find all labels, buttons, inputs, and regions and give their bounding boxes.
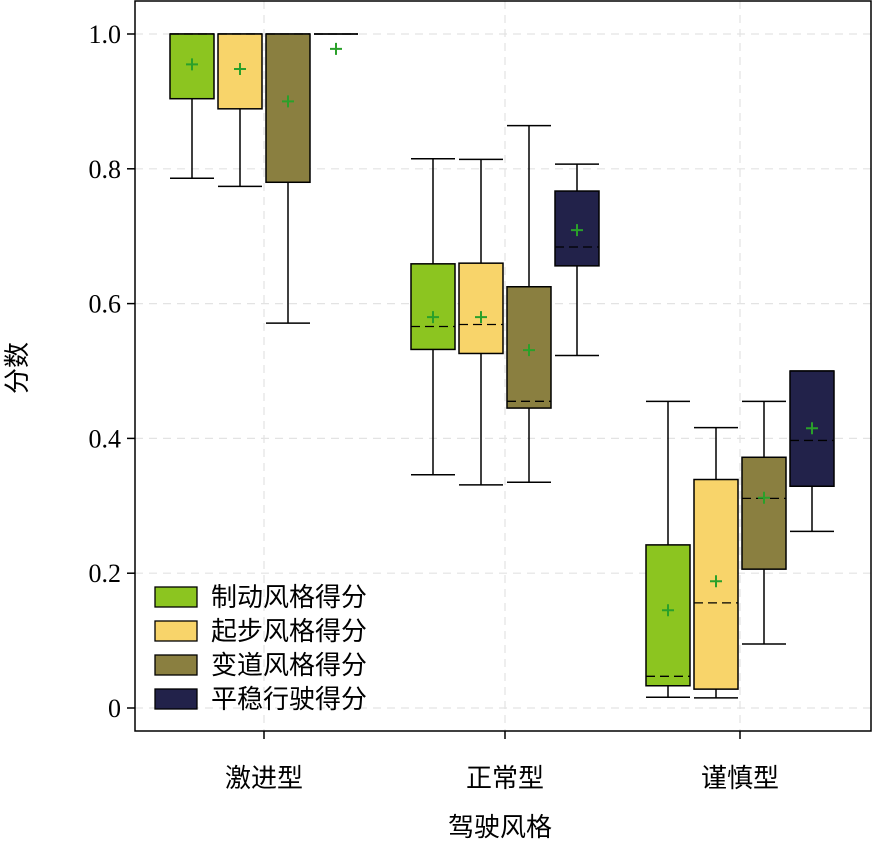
box-group bbox=[314, 33, 358, 55]
x-axis: 激进型 正常型 谨慎型 bbox=[225, 731, 779, 794]
plot-frame bbox=[134, 0, 872, 732]
y-tick-label: 0.4 bbox=[89, 424, 122, 453]
box bbox=[410, 263, 456, 351]
mean-marker bbox=[234, 63, 246, 76]
box-group bbox=[741, 400, 787, 645]
legend-swatch bbox=[154, 654, 198, 676]
box bbox=[265, 33, 311, 184]
box bbox=[458, 262, 504, 355]
mean-marker bbox=[710, 575, 722, 588]
box-group bbox=[645, 400, 691, 698]
legend-label: 变道风格得分 bbox=[211, 651, 367, 681]
legend-swatch bbox=[154, 620, 198, 642]
y-axis-label: 分数 bbox=[3, 342, 33, 394]
mean-marker bbox=[758, 491, 770, 504]
box-group bbox=[789, 370, 835, 533]
legend-label: 制动风格得分 bbox=[211, 583, 367, 613]
legend-label: 平稳行驶得分 bbox=[211, 685, 367, 715]
box-group bbox=[554, 163, 600, 357]
mean-marker bbox=[523, 344, 535, 357]
y-tick-label: 0.6 bbox=[89, 290, 122, 319]
mean-marker bbox=[427, 311, 439, 324]
box-group bbox=[506, 124, 552, 483]
box-group bbox=[693, 426, 739, 699]
mean-marker bbox=[330, 42, 342, 55]
x-axis-label: 驾驶风格 bbox=[448, 813, 552, 843]
box-group bbox=[169, 33, 215, 179]
mean-marker bbox=[806, 422, 818, 435]
box-group bbox=[265, 33, 311, 324]
x-tick-label: 正常型 bbox=[466, 764, 544, 794]
box-groups bbox=[169, 33, 835, 699]
y-tick-label: 0.2 bbox=[89, 559, 122, 588]
mean-marker bbox=[475, 311, 487, 324]
box bbox=[741, 456, 787, 570]
y-tick-label: 1.0 bbox=[89, 20, 122, 49]
box-group bbox=[410, 157, 456, 476]
mean-marker bbox=[662, 604, 674, 617]
mean-marker bbox=[186, 58, 198, 71]
legend-swatch bbox=[154, 688, 198, 710]
legend-label: 起步风格得分 bbox=[211, 617, 367, 647]
y-tick-label: 0.8 bbox=[89, 155, 122, 184]
x-tick-label: 激进型 bbox=[225, 764, 303, 794]
y-axis: 0 0.2 0.4 0.6 0.8 1.0 bbox=[89, 20, 135, 723]
legend-swatch bbox=[154, 586, 198, 608]
box-group bbox=[217, 33, 263, 188]
box-group bbox=[458, 158, 504, 486]
mean-marker bbox=[571, 224, 583, 237]
mean-marker bbox=[282, 95, 294, 108]
x-tick-label: 谨慎型 bbox=[701, 764, 779, 794]
y-tick-label: 0 bbox=[108, 694, 121, 723]
